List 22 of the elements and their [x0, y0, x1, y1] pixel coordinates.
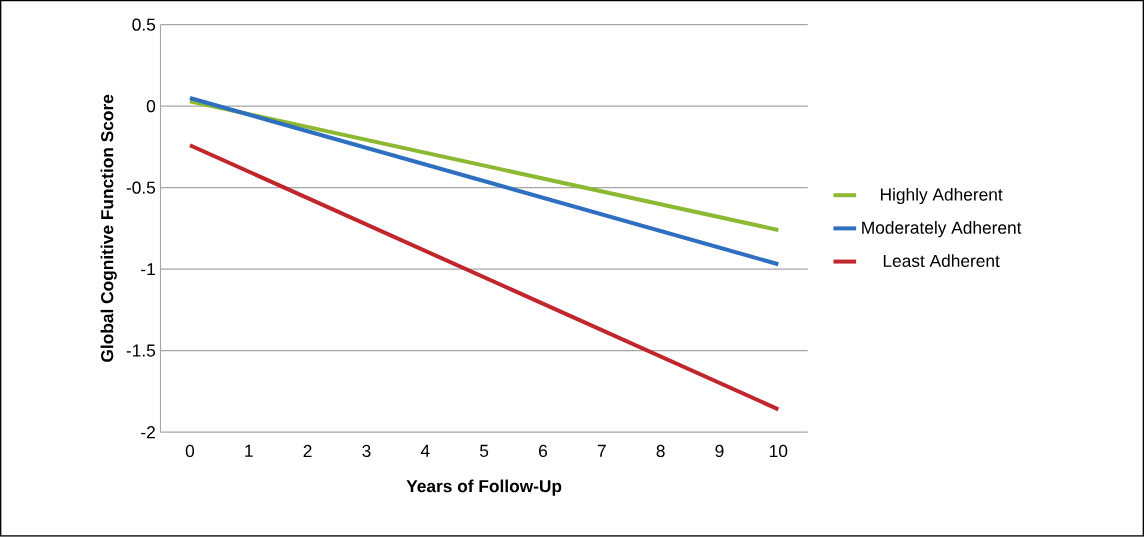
legend-label: Highly Adherent: [880, 188, 1003, 205]
y-tick-label: 0.5: [132, 18, 156, 31]
x-tick-label: 8: [656, 444, 665, 458]
x-tick-label: 6: [539, 444, 548, 458]
x-axis-title: Years of Follow-Up: [406, 479, 562, 496]
y-tick-label: -2: [141, 426, 155, 439]
y-tick-label: 0: [146, 100, 156, 113]
x-tick-label: 10: [770, 444, 788, 458]
y-tick-label: -0.5: [126, 181, 156, 194]
x-tick-label: 7: [597, 445, 606, 457]
x-tick-label: 4: [420, 445, 430, 457]
x-tick-label: 3: [362, 444, 371, 458]
legend-label: Moderately Adherent: [862, 221, 1022, 238]
x-tick-label: 1: [245, 445, 253, 457]
y-tick-label: -1.5: [126, 344, 156, 357]
legend-label: Least Adherent: [883, 254, 1000, 268]
y-tick-label: -1: [141, 263, 155, 276]
x-tick-label: 9: [715, 444, 724, 458]
y-axis-title: Global Cognitive Function Score: [100, 94, 117, 363]
x-tick-label: 5: [479, 445, 489, 458]
x-tick-label: 0: [185, 444, 195, 458]
x-tick-label: 2: [303, 444, 312, 458]
